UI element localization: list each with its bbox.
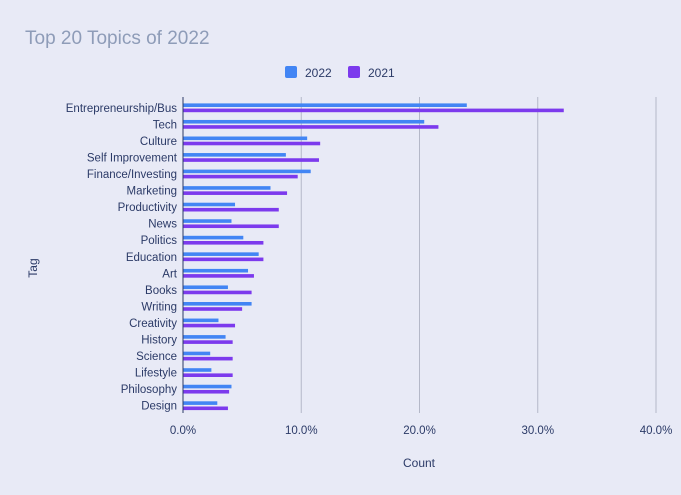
- bar-2021-13: [183, 307, 243, 311]
- x-tick-label: 30.0%: [521, 425, 554, 437]
- y-tick-label: Design: [141, 401, 177, 413]
- bar-2021-2: [183, 125, 439, 129]
- bar-2021-6: [183, 191, 288, 195]
- legend: 2022 2021: [285, 66, 395, 80]
- bar-2022-7: [183, 202, 236, 207]
- bar-2021-11: [183, 274, 254, 278]
- y-tick-label: Self Improvement: [87, 152, 178, 164]
- chart-title: Top 20 Topics of 2022: [25, 28, 210, 49]
- legend-swatch-2022: [285, 66, 297, 78]
- bar-2021-7: [183, 207, 279, 212]
- bar-2022-8: [183, 219, 232, 223]
- y-tick-label: Productivity: [118, 202, 178, 214]
- bar-2022-13: [183, 302, 252, 306]
- bar-2022-12: [183, 285, 228, 290]
- bar-2022-6: [183, 186, 271, 190]
- bar-2022-19: [183, 401, 218, 405]
- bars: [183, 103, 564, 411]
- y-tick-label: Tech: [153, 119, 177, 131]
- x-tick-label: 20.0%: [403, 425, 436, 437]
- x-tick-label: 0.0%: [170, 425, 196, 437]
- bar-2021-5: [183, 174, 298, 179]
- bar-2022-5: [183, 169, 311, 174]
- y-tick-label: Education: [126, 252, 177, 264]
- bar-2022-14: [183, 318, 219, 323]
- bar-2021-17: [183, 373, 233, 377]
- y-tick-label: Art: [162, 268, 178, 280]
- y-tick-label: Politics: [141, 235, 178, 247]
- y-tick-label: History: [141, 335, 177, 347]
- y-tick-label: Creativity: [129, 318, 177, 330]
- y-tick-label: Marketing: [127, 186, 178, 198]
- bar-2021-15: [183, 340, 233, 344]
- y-tick-label: Finance/Investing: [87, 169, 177, 181]
- bar-2021-9: [183, 241, 264, 245]
- bar-2021-1: [183, 108, 564, 113]
- y-tick-label: Entrepreneurship/Bus: [66, 103, 177, 115]
- y-tick-label: Science: [136, 351, 177, 363]
- bar-2022-9: [183, 235, 244, 240]
- bar-2022-3: [183, 136, 308, 141]
- x-tick-label: 40.0%: [640, 425, 673, 437]
- y-tick-label: Writing: [141, 301, 177, 313]
- y-axis-tick-labels: Entrepreneurship/Bus Tech Culture Self Impr…: [66, 103, 178, 413]
- bar-2021-12: [183, 290, 252, 295]
- y-tick-label: Lifestyle: [135, 368, 177, 380]
- y-tick-label: Philosophy: [121, 384, 178, 396]
- gridlines: [300, 97, 657, 413]
- bar-2021-8: [183, 224, 279, 229]
- bar-2022-10: [183, 252, 259, 256]
- bar-2022-18: [183, 384, 232, 389]
- bar-2022-11: [183, 268, 249, 273]
- bar-2022-17: [183, 368, 212, 372]
- bar-2021-3: [183, 141, 321, 146]
- bar-2021-16: [183, 356, 233, 361]
- y-tick-label: Culture: [140, 136, 177, 148]
- legend-label-2022: 2022: [305, 66, 332, 80]
- bar-2022-4: [183, 153, 286, 157]
- y-axis-title: Tag: [26, 258, 40, 277]
- bar-2022-16: [183, 351, 211, 356]
- bar-2021-10: [183, 257, 264, 262]
- y-tick-label: Books: [145, 285, 177, 297]
- y-tick-label: News: [148, 219, 177, 231]
- bar-2021-18: [183, 389, 230, 394]
- bar-2021-19: [183, 406, 228, 411]
- bar-2022-2: [183, 119, 425, 124]
- x-axis-tick-labels: 0.0% 10.0% 20.0% 30.0% 40.0%: [170, 425, 672, 437]
- bar-2022-15: [183, 335, 226, 339]
- bar-2021-14: [183, 323, 236, 328]
- legend-label-2021: 2021: [368, 66, 395, 80]
- bar-2021-4: [183, 158, 319, 162]
- x-tick-label: 10.0%: [285, 425, 318, 437]
- legend-swatch-2021: [348, 66, 360, 78]
- bar-2022-1: [183, 103, 467, 107]
- x-axis-title: Count: [403, 456, 436, 470]
